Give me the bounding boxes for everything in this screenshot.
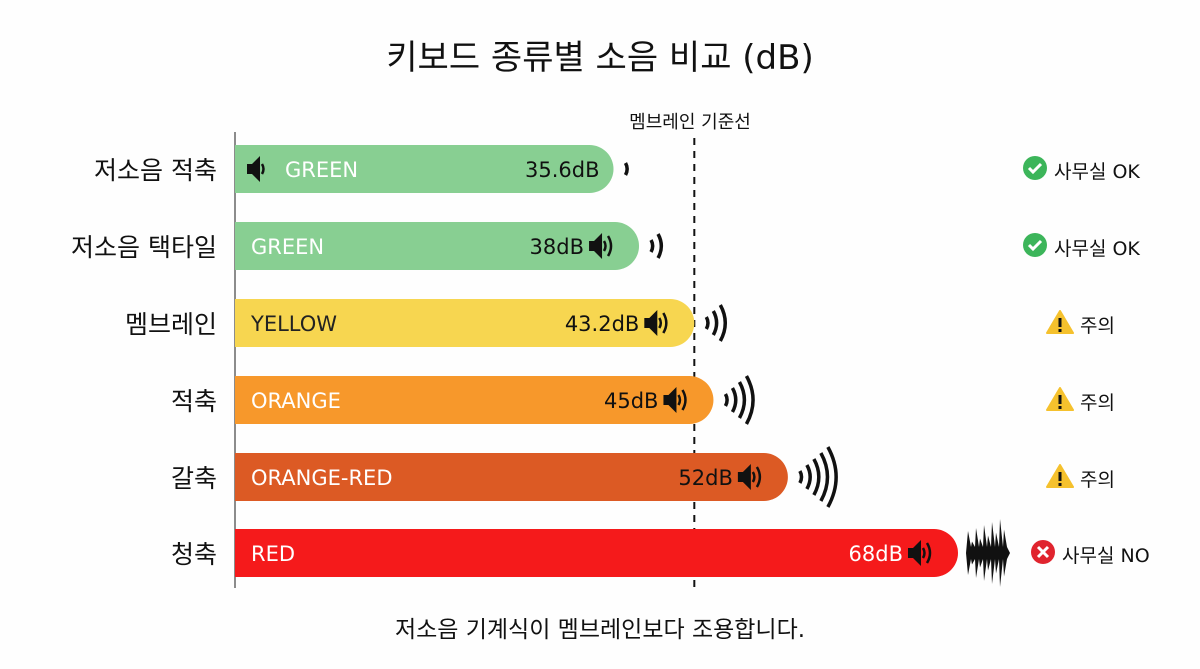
value-label: 43.2dB — [565, 312, 640, 336]
loud-noise-icon — [966, 519, 1010, 587]
status-badge: 주의 — [1046, 386, 1115, 417]
speaker-icon — [247, 156, 265, 182]
status-text: 주의 — [1080, 315, 1115, 337]
sound-wave — [812, 458, 821, 496]
sound-wave — [744, 375, 755, 425]
status-badge: 주의 — [1046, 463, 1115, 494]
status-text: 사무실 NO — [1062, 545, 1150, 567]
bar — [235, 376, 714, 424]
value-label: 38dB — [530, 235, 584, 259]
sound-wave — [718, 304, 728, 342]
chart-title: 키보드 종류별 소음 비교 (dB) — [386, 38, 814, 78]
speaker-body — [589, 233, 603, 259]
value-label: 52dB — [678, 466, 732, 490]
bar — [235, 299, 695, 347]
bar-label: RED — [251, 542, 295, 566]
speaker-icon — [908, 540, 932, 566]
speaker-icon — [663, 387, 687, 413]
category-label: 저소음 택타일 — [71, 233, 217, 262]
check-icon — [1022, 155, 1048, 186]
sound-wave — [921, 547, 926, 559]
warning-icon — [1046, 463, 1074, 494]
sound-wave — [623, 162, 629, 176]
bar-label: YELLOW — [250, 312, 337, 336]
speaker-icon — [644, 310, 668, 336]
category-label: 저소음 적축 — [94, 156, 217, 185]
sound-wave — [656, 233, 664, 259]
status-badge: 사무실 NO — [1030, 539, 1150, 570]
status-text: 주의 — [1080, 392, 1115, 414]
speaker-body — [663, 387, 677, 413]
sound-wave — [925, 542, 932, 564]
sound-wave — [711, 310, 719, 336]
reference-line-label: 멤브레인 기준선 — [629, 112, 751, 133]
sound-wave — [260, 163, 265, 175]
status-badge: 주의 — [1046, 309, 1115, 340]
category-label: 적축 — [171, 387, 217, 416]
category-label: 멤브레인 — [125, 310, 217, 339]
bar-label: ORANGE-RED — [251, 466, 393, 490]
sound-wave — [730, 387, 738, 413]
value-label: 35.6dB — [525, 158, 600, 182]
sound-wave — [798, 470, 804, 484]
sound-wave — [681, 389, 687, 411]
sound-wave — [755, 466, 762, 488]
sound-wave — [819, 452, 830, 502]
bar — [235, 453, 788, 501]
bar — [235, 222, 640, 270]
check-icon — [1022, 232, 1048, 263]
speaker-body — [644, 310, 658, 336]
bar — [235, 145, 614, 193]
status-badge: 사무실 OK — [1022, 232, 1140, 263]
sound-wave — [658, 317, 663, 329]
category-label: 갈축 — [171, 464, 217, 493]
sound-wave — [649, 239, 655, 253]
status-badge: 사무실 OK — [1022, 155, 1140, 186]
warning-icon — [1046, 386, 1074, 417]
sound-wave — [737, 381, 747, 419]
speaker-body — [247, 156, 260, 182]
sound-wave — [723, 393, 729, 407]
chart-caption: 저소음 기계식이 멤브레인보다 조용합니다. — [394, 617, 806, 643]
bar — [235, 529, 958, 577]
sound-wave — [805, 464, 812, 490]
sound-wave — [606, 235, 613, 257]
warning-icon — [1046, 309, 1074, 340]
speaker-icon — [589, 233, 613, 259]
bar-label: GREEN — [285, 158, 358, 182]
sound-wave — [677, 394, 682, 406]
status-text: 사무실 OK — [1054, 161, 1140, 183]
sound-wave — [826, 446, 838, 508]
sound-wave — [602, 240, 607, 252]
category-label: 청축 — [171, 540, 217, 569]
sound-wave — [751, 471, 756, 483]
status-text: 주의 — [1080, 469, 1115, 491]
value-label: 45dB — [604, 389, 658, 413]
speaker-body — [908, 540, 921, 566]
x-icon — [1030, 539, 1056, 570]
sound-wave — [704, 316, 710, 330]
speaker-body — [737, 464, 751, 490]
bar-label: GREEN — [251, 235, 324, 259]
bar-label: ORANGE — [251, 389, 341, 413]
speaker-icon — [737, 464, 762, 490]
value-label: 68dB — [849, 542, 903, 566]
sound-wave — [662, 312, 668, 334]
status-text: 사무실 OK — [1054, 238, 1140, 260]
